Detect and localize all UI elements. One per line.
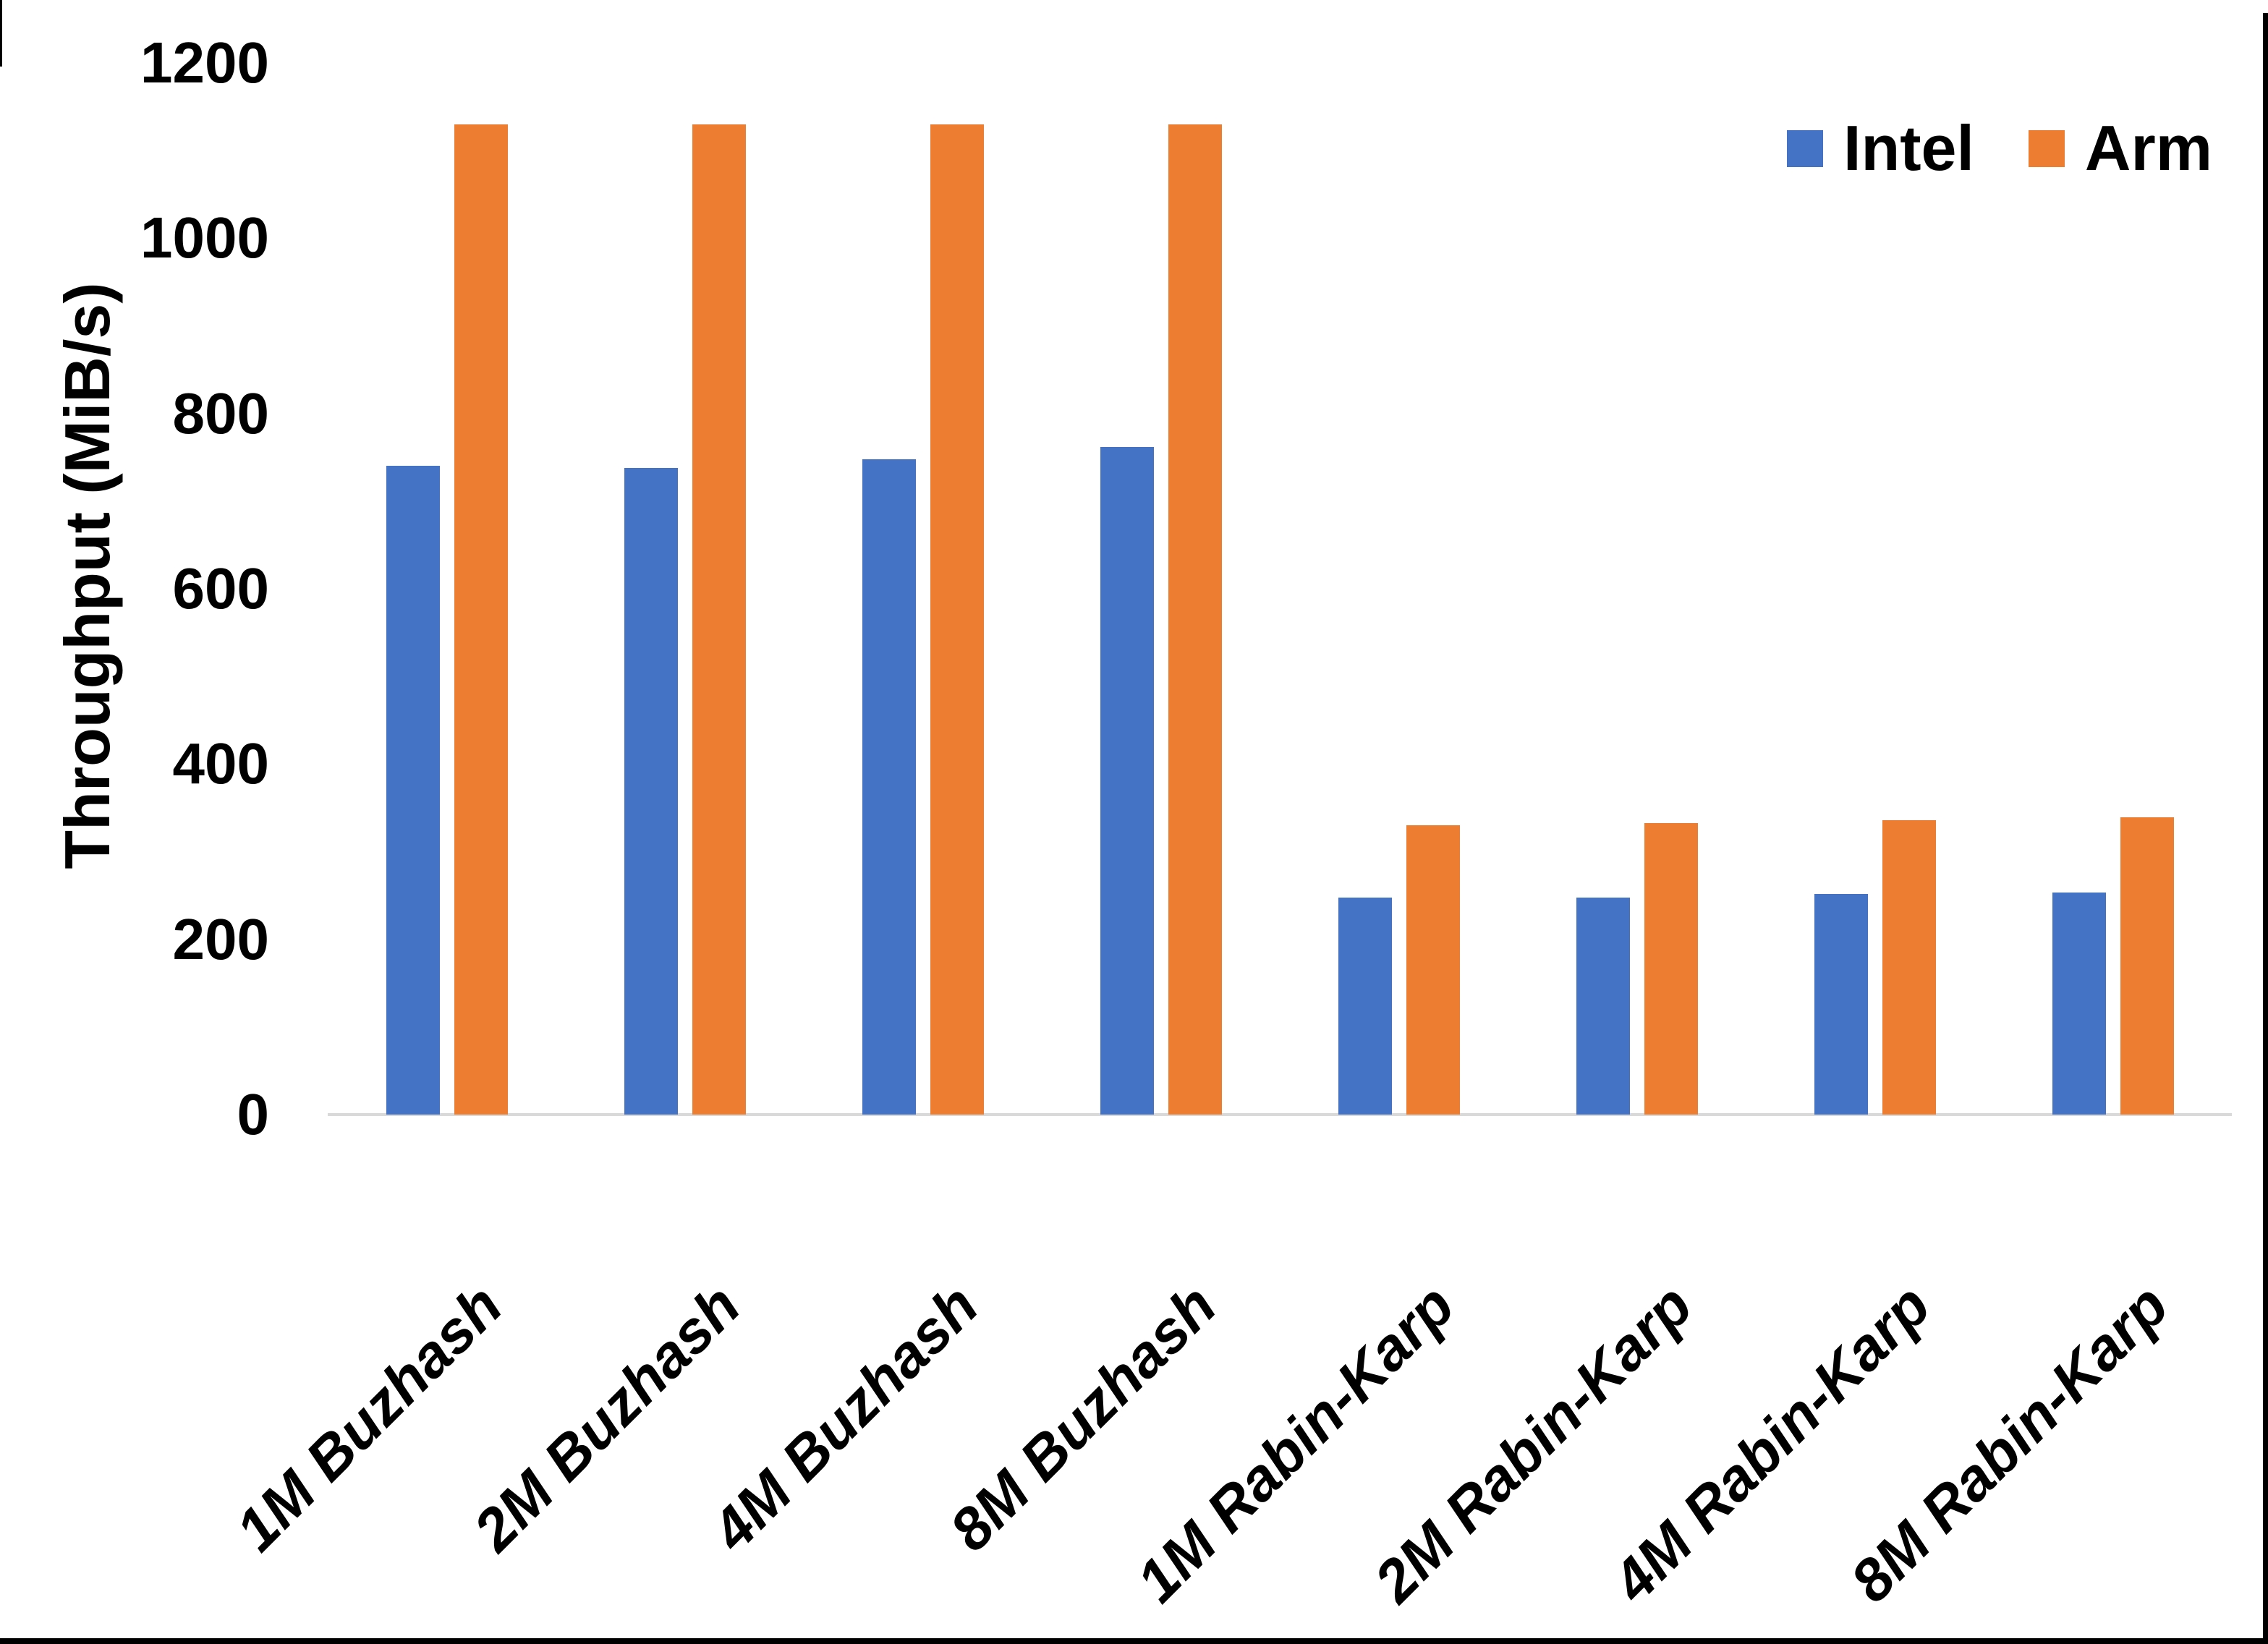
y-axis-tick-label: 600 (172, 556, 269, 621)
bar-arm-0 (454, 124, 508, 1115)
bar-intel-1 (624, 468, 678, 1115)
bar-arm-3 (1168, 124, 1222, 1115)
y-axis-tick-label: 1000 (140, 205, 269, 271)
arm-swatch-icon (2028, 129, 2065, 167)
y-axis-tick-label: 800 (172, 380, 269, 446)
bar-intel-7 (2052, 893, 2106, 1115)
legend-item-intel: Intel (1787, 116, 1974, 180)
y-axis-tick-label: 0 (237, 1082, 270, 1146)
window-border-bottom (0, 1638, 2268, 1644)
bar-intel-5 (1576, 898, 1630, 1115)
y-axis-tick-label: 400 (172, 731, 269, 796)
bar-arm-2 (930, 124, 984, 1115)
legend-label-intel: Intel (1843, 112, 1974, 184)
legend-item-arm: Arm (2028, 112, 2212, 184)
bar-arm-1 (692, 124, 746, 1115)
y-axis-tick-label: 200 (172, 906, 269, 971)
bar-arm-5 (1644, 823, 1698, 1115)
bar-intel-6 (1814, 894, 1868, 1115)
bar-intel-4 (1338, 898, 1392, 1115)
bar-arm-4 (1406, 825, 1460, 1115)
bar-intel-2 (862, 459, 916, 1115)
bar-intel-3 (1100, 447, 1154, 1115)
legend: Intel Arm (1787, 116, 2212, 180)
y-axis-tick-label: 1200 (140, 30, 269, 95)
legend-label-arm: Arm (2084, 112, 2212, 184)
window-border-right (2263, 13, 2268, 1644)
x-axis-line (328, 1113, 2232, 1116)
bar-intel-0 (386, 466, 440, 1115)
window-border-top-left (0, 0, 2, 67)
bar-arm-7 (2120, 817, 2174, 1115)
bar-arm-6 (1882, 820, 1936, 1115)
intel-swatch-icon (1787, 129, 1823, 167)
